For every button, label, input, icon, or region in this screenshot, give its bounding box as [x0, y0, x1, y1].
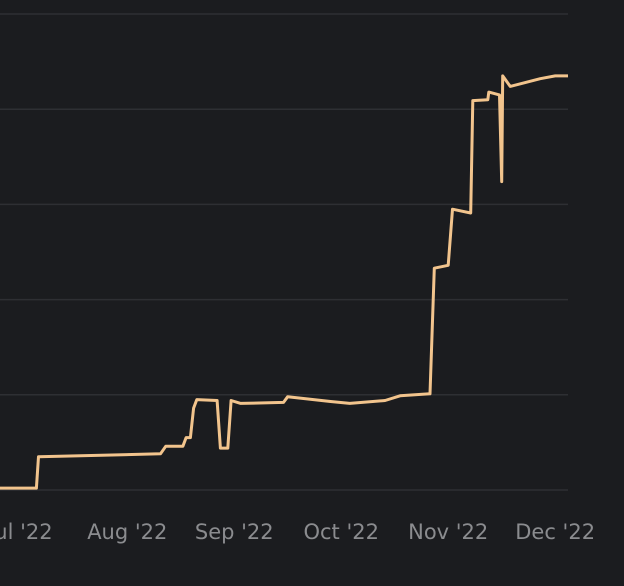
data-line: [0, 74, 568, 490]
x-tick-label: Nov '22: [408, 520, 488, 544]
x-tick-label: Aug '22: [87, 520, 167, 544]
x-tick-label: Dec '22: [515, 520, 595, 544]
x-tick-label: Oct '22: [303, 520, 378, 544]
x-tick-label: Sep '22: [195, 520, 274, 544]
x-tick-label: Jul '22: [0, 520, 53, 544]
